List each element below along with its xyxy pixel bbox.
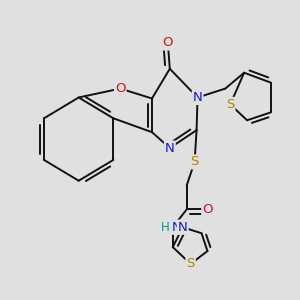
Text: S: S <box>186 257 195 270</box>
Text: O: O <box>115 82 125 95</box>
Text: S: S <box>190 155 199 168</box>
Text: O: O <box>163 37 173 50</box>
Text: H: H <box>160 221 169 234</box>
Text: N: N <box>172 221 182 234</box>
Text: S: S <box>226 98 234 111</box>
Text: O: O <box>202 203 213 216</box>
Text: N: N <box>193 91 202 104</box>
Text: N: N <box>165 142 175 154</box>
Text: N: N <box>178 221 188 234</box>
